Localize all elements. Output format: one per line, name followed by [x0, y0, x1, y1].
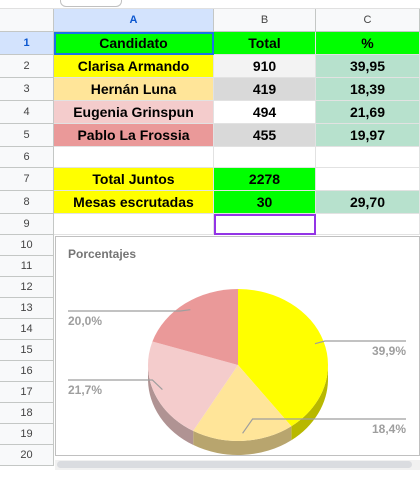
row-header[interactable]: 19 — [0, 424, 54, 445]
row-header[interactable]: 16 — [0, 361, 54, 382]
pie-data-label: 21,7% — [68, 383, 102, 397]
row-header[interactable]: 1 — [0, 32, 54, 55]
row-header[interactable]: 10 — [0, 235, 54, 256]
row-header[interactable]: 7 — [0, 168, 54, 191]
pie-slice[interactable] — [148, 341, 238, 431]
row-header[interactable]: 11 — [0, 256, 54, 277]
pie-chart-canvas: 39,9% 18,4% 21,7% 20,0% — [68, 289, 406, 455]
empty-cell[interactable] — [54, 147, 214, 168]
cell-candidate-total[interactable]: 910 — [214, 55, 316, 78]
empty-cell[interactable] — [54, 214, 214, 235]
toolbar-edge — [0, 0, 420, 9]
pie-slice-side — [193, 426, 292, 455]
row-header[interactable]: 6 — [0, 147, 54, 168]
collaborator-selection-cell[interactable] — [214, 214, 316, 235]
empty-cell[interactable] — [316, 147, 420, 168]
cell-mesas-pct[interactable]: 29,70 — [316, 191, 420, 214]
cell-candidate-pct[interactable]: 19,97 — [316, 124, 420, 147]
pie-slice[interactable] — [238, 289, 328, 427]
row-header[interactable]: 4 — [0, 101, 54, 124]
column-header-a[interactable]: A — [54, 9, 214, 32]
row-header[interactable]: 2 — [0, 55, 54, 78]
cell-candidate-pct[interactable]: 21,69 — [316, 101, 420, 124]
cell-c1-header-pct[interactable]: % — [316, 32, 420, 55]
cell-a1-header-candidate[interactable]: Candidato — [54, 32, 214, 55]
row-header[interactable]: 9 — [0, 214, 54, 235]
cell-candidate-total[interactable]: 419 — [214, 78, 316, 101]
cell-mesas-value[interactable]: 30 — [214, 191, 316, 214]
pie-data-label: 20,0% — [68, 314, 102, 328]
row-header[interactable]: 17 — [0, 382, 54, 403]
cell-total-value[interactable]: 2278 — [214, 168, 316, 191]
cell-candidate-name[interactable]: Pablo La Frossia — [54, 124, 214, 147]
cell-candidate-total[interactable]: 455 — [214, 124, 316, 147]
cell-mesas-label[interactable]: Mesas escrutadas — [54, 191, 214, 214]
pie-leader-line — [314, 340, 406, 345]
row-header[interactable]: 13 — [0, 298, 54, 319]
chart-title: Porcentajes — [68, 247, 137, 261]
pie-slice[interactable] — [152, 289, 238, 365]
scrollbar-thumb[interactable] — [57, 461, 412, 468]
pie-slice-side — [148, 365, 194, 445]
toolbar-tab-edge — [60, 0, 122, 7]
horizontal-scrollbar[interactable] — [55, 460, 420, 470]
cell-candidate-name[interactable]: Clarisa Armando — [54, 55, 214, 78]
pie-data-label: 39,9% — [372, 344, 406, 358]
column-header-b[interactable]: B — [214, 9, 316, 32]
row-header[interactable]: 18 — [0, 403, 54, 424]
row-header[interactable]: 12 — [0, 277, 54, 298]
column-header-c[interactable]: C — [316, 9, 420, 32]
cell-candidate-pct[interactable]: 39,95 — [316, 55, 420, 78]
row-header[interactable]: 8 — [0, 191, 54, 214]
row-header[interactable]: 20 — [0, 445, 54, 466]
cell-b1-header-total[interactable]: Total — [214, 32, 316, 55]
cell-candidate-name[interactable]: Eugenia Grinspun — [54, 101, 214, 124]
pie-slice[interactable] — [193, 365, 292, 441]
pie-leader-line — [68, 309, 191, 312]
pie-chart[interactable]: Porcentajes 39,9% 18,4% 21,7% 20,0% — [55, 236, 420, 456]
empty-cell[interactable] — [214, 147, 316, 168]
pie-leader-line — [68, 379, 163, 391]
empty-cell[interactable] — [316, 214, 420, 235]
row-header[interactable]: 5 — [0, 124, 54, 147]
cell-total-label[interactable]: Total Juntos — [54, 168, 214, 191]
select-all-corner[interactable] — [0, 9, 54, 32]
row-header[interactable]: 15 — [0, 340, 54, 361]
pie-data-label: 18,4% — [372, 422, 406, 436]
row-header[interactable]: 14 — [0, 319, 54, 340]
cell-candidate-pct[interactable]: 18,39 — [316, 78, 420, 101]
empty-cell[interactable] — [316, 168, 420, 191]
pie-leader-line — [242, 418, 406, 434]
cell-candidate-name[interactable]: Hernán Luna — [54, 78, 214, 101]
cell-candidate-total[interactable]: 494 — [214, 101, 316, 124]
row-header[interactable]: 3 — [0, 78, 54, 101]
pie-slice-side — [291, 365, 328, 441]
